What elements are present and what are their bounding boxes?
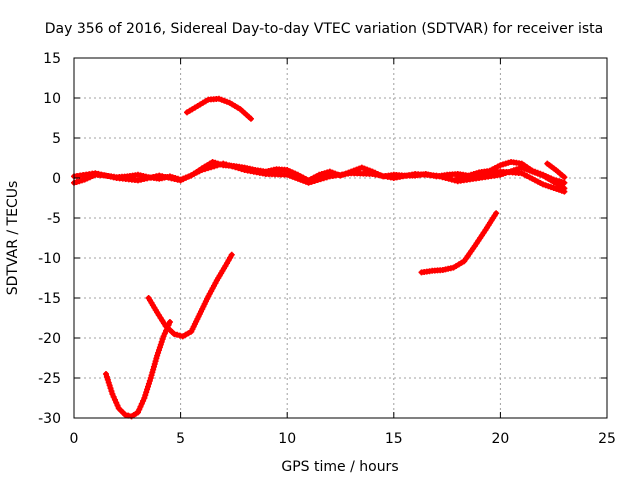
data-point-marker: [150, 366, 157, 373]
data-point-marker: [153, 355, 160, 362]
data-point-marker: [150, 363, 157, 370]
data-point-marker: [305, 179, 312, 186]
data-point-marker: [106, 382, 113, 389]
x-axis-label: GPS time / hours: [281, 459, 398, 475]
data-point-marker: [148, 372, 155, 379]
series-4: [544, 160, 568, 181]
data-point-marker: [143, 389, 150, 396]
x-tick-label: 10: [278, 431, 296, 447]
y-tick-label: 5: [52, 131, 61, 147]
chart-title: Day 356 of 2016, Sidereal Day-to-day VTE…: [45, 21, 603, 37]
data-point-marker: [146, 377, 153, 384]
data-point-marker: [220, 160, 227, 167]
data-point-marker: [229, 163, 236, 170]
data-point-marker: [308, 178, 315, 185]
series-1: [71, 160, 568, 192]
data-point-marker: [247, 115, 254, 122]
data-point-marker: [122, 411, 129, 418]
x-tick-label: 20: [491, 431, 509, 447]
y-tick-label: -15: [38, 291, 61, 307]
y-tick-label: -10: [38, 251, 61, 267]
data-point-marker: [561, 179, 568, 186]
data-point-marker: [451, 177, 458, 184]
data-point-marker: [433, 172, 440, 179]
data-point-marker: [141, 395, 148, 401]
data-point-marker: [151, 361, 158, 367]
data-point-marker: [145, 380, 152, 387]
y-tick-label: 15: [43, 51, 61, 67]
data-point-marker: [102, 371, 109, 377]
data-point-marker: [317, 176, 324, 183]
data-point-marker: [217, 161, 224, 168]
data-point-marker: [205, 165, 212, 172]
series-6: [145, 251, 235, 340]
plot-frame: [73, 57, 608, 419]
data-point-marker: [103, 373, 110, 380]
y-axis-label: SDTVAR / TECUs: [5, 181, 21, 296]
y-tick-label: 10: [43, 91, 61, 107]
series-2: [454, 168, 568, 195]
data-point-marker: [235, 165, 242, 172]
data-point-marker: [442, 175, 449, 181]
data-point-marker: [232, 164, 239, 171]
x-tick-label: 25: [598, 431, 616, 447]
data-point-marker: [439, 174, 446, 181]
data-point-marker: [105, 379, 112, 386]
data-point-marker: [104, 376, 111, 383]
x-tick-label: 5: [176, 431, 185, 447]
data-point-marker: [166, 319, 173, 325]
data-point-marker: [320, 175, 327, 182]
data-point-marker: [448, 176, 455, 183]
axis-ticks: 0 5 10 15 20 25 -30 -25 -20 -15 -10 -5 0 5 10 15: [38, 51, 616, 447]
data-point-marker: [223, 161, 230, 168]
data-point-marker: [211, 163, 218, 170]
data-point-marker: [201, 166, 208, 173]
data-point-marker: [107, 385, 114, 392]
data-point-marker: [445, 175, 452, 182]
data-point-marker: [314, 177, 321, 184]
data-point-marker: [436, 173, 443, 180]
data-point-marker: [144, 386, 151, 393]
data-point-marker: [145, 383, 152, 390]
data-point-marker: [208, 164, 215, 171]
data-point-marker: [561, 174, 568, 181]
data-point-marker: [198, 167, 205, 173]
data-point-marker: [323, 174, 330, 181]
y-tick-label: 0: [52, 171, 61, 187]
data-point-marker: [174, 331, 181, 338]
data-point-marker: [238, 166, 245, 173]
data-point-marker: [311, 177, 318, 184]
data-point-marker: [152, 358, 159, 365]
data-point-marker: [561, 188, 568, 195]
x-tick-label: 0: [70, 431, 79, 447]
y-tick-label: -25: [38, 371, 61, 387]
series-7: [418, 210, 500, 276]
data-point-marker: [171, 331, 178, 337]
series-3: [183, 95, 254, 122]
data-point-marker: [493, 210, 500, 217]
data-point-marker: [142, 392, 149, 399]
y-tick-label: -30: [38, 411, 61, 427]
x-tick-label: 15: [385, 431, 403, 447]
data-point-marker: [149, 369, 156, 376]
data-series: [71, 95, 568, 420]
data-point-marker: [108, 388, 115, 395]
data-point-marker: [176, 332, 183, 339]
data-point-marker: [226, 162, 233, 169]
data-point-marker: [214, 162, 221, 169]
data-point-marker: [228, 251, 235, 258]
y-tick-label: -5: [47, 211, 61, 227]
y-tick-label: -20: [38, 331, 61, 347]
data-point-marker: [147, 375, 154, 381]
